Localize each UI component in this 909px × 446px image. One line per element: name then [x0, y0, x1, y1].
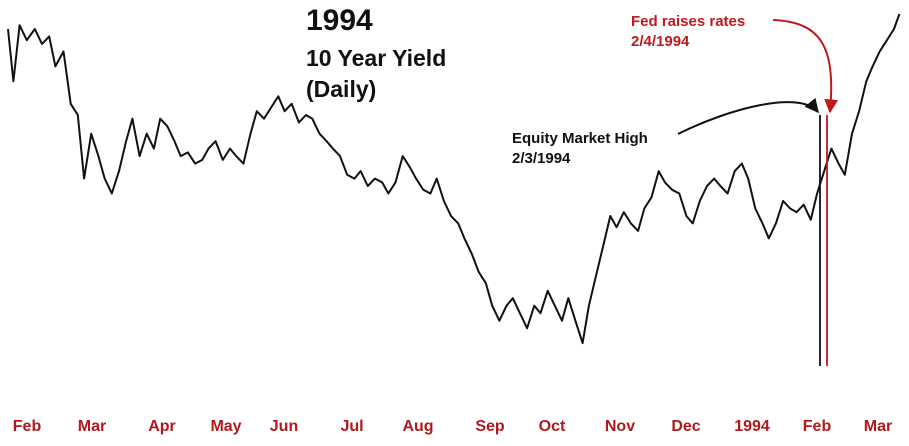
fed-annotation-line-2: 2/4/1994 — [631, 33, 690, 50]
x-tick-label-2: Apr — [148, 418, 176, 435]
x-tick-label-4: Jun — [270, 418, 298, 435]
x-tick-label-12: Feb — [803, 418, 832, 435]
x-tick-label-1: Mar — [78, 418, 106, 435]
fed-annotation-line-1: Fed raises rates — [631, 13, 745, 30]
chart-subtitle-line-1: 10 Year Yield — [306, 45, 446, 71]
x-axis-ticks: Feb Mar Apr May Jun Jul Aug Sep Oct Nov Dec 1994 Feb… — [13, 418, 892, 435]
x-tick-label-3: May — [210, 418, 241, 435]
x-tick-label-5: Jul — [340, 418, 363, 435]
x-tick-label-6: Aug — [402, 418, 433, 435]
x-tick-label-7: Sep — [475, 418, 505, 435]
equity-annotation-line-2: 2/3/1994 — [512, 150, 571, 167]
series-layer — [7, 13, 901, 345]
x-tick-label-9: Nov — [605, 418, 635, 435]
x-tick-label-13: Mar — [864, 418, 892, 435]
x-tick-label-11: 1994 — [734, 418, 770, 435]
fed-annotation-arrow — [772, 19, 839, 114]
chart-subtitle-line-2: (Daily) — [306, 76, 376, 102]
x-tick-label-8: Oct — [539, 418, 566, 435]
series-line-0 — [7, 13, 901, 345]
x-tick-label-10: Dec — [671, 418, 700, 435]
equity-annotation-arrow — [677, 97, 819, 135]
chart-title: 1994 — [306, 4, 373, 37]
equity-annotation-line-1: Equity Market High — [512, 130, 648, 147]
x-tick-label-0: Feb — [13, 418, 42, 435]
